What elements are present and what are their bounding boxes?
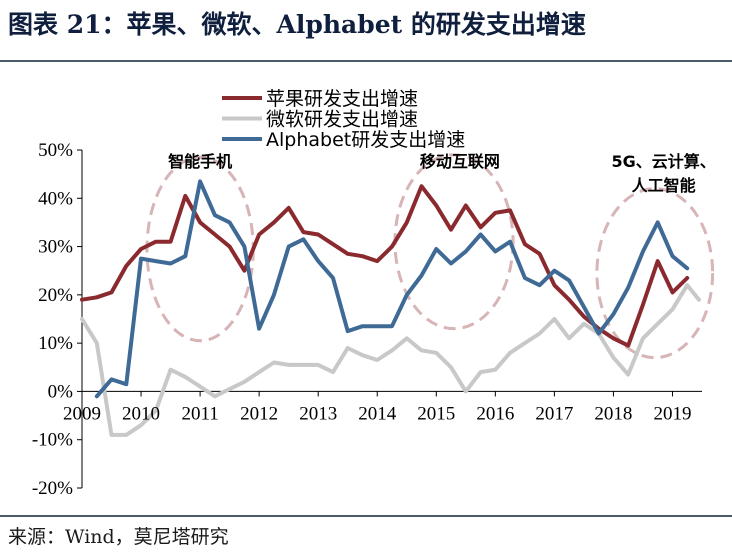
series-line-1 xyxy=(80,184,690,348)
chart-annotations: 智能手机 移动互联网 5G、云计算、人工智能 xyxy=(168,152,716,195)
annotation-label-3: 人工智能 xyxy=(632,176,696,195)
x-tick-label: 2011 xyxy=(181,403,218,424)
source-note: 来源：Wind，莫尼塔研究 xyxy=(8,526,229,548)
x-tick-label: 2013 xyxy=(299,403,337,424)
page-title: 图表 21：苹果、微软、Alphabet 的研发支出增速 xyxy=(8,10,586,39)
x-tick-label: 2015 xyxy=(417,403,455,424)
legend-label-1: 苹果研发支出增速 xyxy=(266,88,418,110)
annotation-label-2: 移动互联网 xyxy=(420,152,500,171)
y-tick-label: 50% xyxy=(38,140,73,161)
legend-label-3: Alphabet研发支出增速 xyxy=(266,129,465,151)
x-tick-label: 2018 xyxy=(594,403,632,424)
x-tick-label: 2016 xyxy=(476,403,514,424)
y-tick-label: 10% xyxy=(38,333,73,354)
series-lines xyxy=(80,179,701,437)
highlight-ellipse-2 xyxy=(393,153,515,331)
annotation-label-1: 智能手机 xyxy=(168,152,232,171)
y-tick-label: 0% xyxy=(48,381,74,402)
y-tick-label: 40% xyxy=(38,188,73,209)
highlight-ellipse-3 xyxy=(595,187,715,360)
series-line-3 xyxy=(94,179,690,399)
x-tick-label: 2019 xyxy=(653,403,691,424)
footer-divider xyxy=(0,515,732,517)
x-tick-label: 2010 xyxy=(122,403,160,424)
x-tick-label: 2009 xyxy=(63,403,101,424)
y-tick-label: -10% xyxy=(32,430,73,451)
y-tick-label: 20% xyxy=(38,285,73,306)
tick-labels: 50% 40% 30% 20% 10% 0% -10% -20% 2009 2010 2011 201… xyxy=(32,140,692,499)
title-divider xyxy=(0,60,732,62)
x-tick-label: 2014 xyxy=(358,403,397,424)
y-tick-label: 30% xyxy=(38,237,73,258)
y-tick-label: -20% xyxy=(32,478,73,499)
x-tick-label: 2017 xyxy=(535,403,573,424)
highlight-ellipses xyxy=(145,153,715,360)
x-tick-label: 2012 xyxy=(240,403,278,424)
annotation-label-3: 5G、云计算、 xyxy=(611,152,715,171)
legend-label-2: 微软研发支出增速 xyxy=(266,109,418,131)
